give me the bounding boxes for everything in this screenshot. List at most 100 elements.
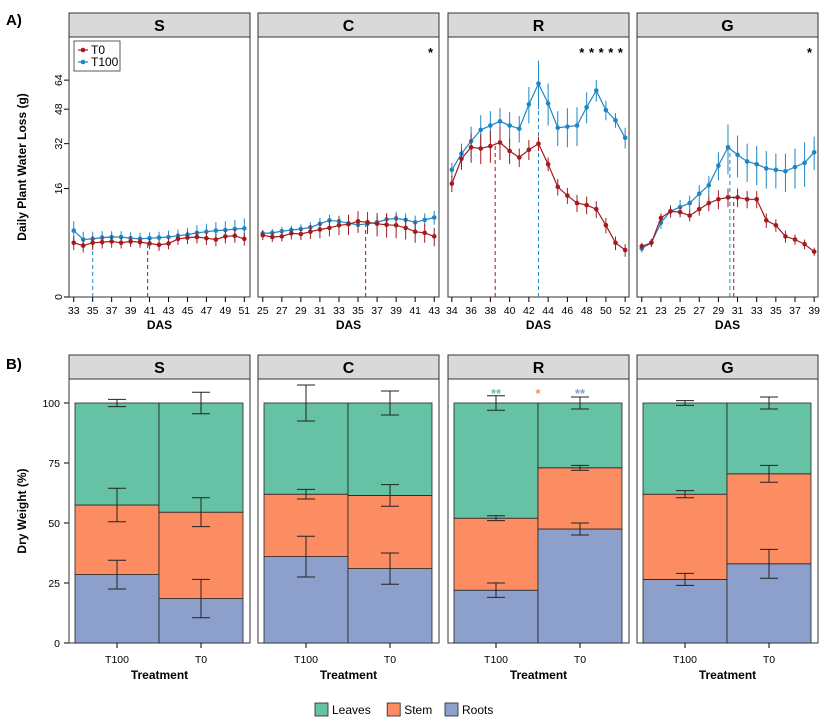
legend-swatch-stem [386, 702, 401, 717]
x-tick-label: 38 [485, 305, 497, 317]
data-point [526, 147, 532, 153]
x-tick-label: 48 [581, 305, 593, 317]
data-point [545, 161, 551, 167]
x-tick-label: 27 [693, 305, 705, 317]
legend-label-t0: T0 [91, 43, 105, 57]
x-tick-label: 36 [465, 305, 477, 317]
data-point [639, 243, 645, 249]
y-tick-label: 75 [48, 458, 60, 470]
data-point [488, 143, 493, 149]
x-tick-label: 33 [68, 305, 80, 317]
data-point [716, 196, 721, 202]
data-point [783, 169, 788, 174]
data-point [574, 123, 580, 128]
data-point [279, 228, 285, 234]
data-point [687, 213, 692, 218]
x-tick-label: T100 [294, 654, 318, 666]
series-t0 [449, 126, 628, 257]
data-point [802, 160, 807, 166]
data-point [488, 123, 493, 128]
x-tick-label: T0 [574, 654, 586, 666]
data-point [260, 232, 266, 238]
line-panel-c: C 25 27 29 31 33 35 37 39 41 43 DAS * [257, 12, 440, 332]
bar-segment-leaves [642, 402, 728, 495]
strip-title: S [154, 18, 165, 35]
legend-swatch-leaves [314, 702, 329, 717]
strip [68, 354, 251, 380]
legend-point [80, 59, 86, 65]
panel-b-label: B) [6, 356, 22, 373]
data-point [811, 249, 817, 254]
line-panel-g: G 21 23 25 27 29 31 33 35 37 39 DAS * [636, 12, 820, 332]
data-point [574, 200, 580, 206]
data-point [118, 240, 124, 246]
strip-title: R [533, 18, 545, 35]
x-tick-label: 49 [220, 305, 232, 317]
data-point [516, 126, 522, 132]
data-point [622, 135, 628, 141]
data-point [166, 234, 171, 240]
x-tick-label: 35 [770, 305, 782, 317]
data-point [412, 229, 418, 235]
strip [257, 12, 440, 38]
data-point [622, 247, 628, 253]
data-point [384, 222, 389, 228]
data-point [536, 141, 541, 146]
data-point [269, 234, 275, 240]
data-point [204, 229, 209, 235]
data-point [497, 140, 503, 145]
data-point [613, 117, 618, 123]
x-tick-label: 27 [276, 305, 288, 317]
data-point [792, 237, 798, 242]
data-point [90, 240, 95, 246]
strip-title: C [343, 360, 355, 377]
strip-title: R [533, 360, 545, 377]
x-tick-label: 46 [562, 305, 574, 317]
bar-segment-stem [642, 493, 728, 580]
y-tick-label: 25 [48, 578, 60, 590]
data-point [603, 222, 609, 228]
data-point [744, 196, 750, 202]
data-point [507, 148, 512, 154]
data-point [613, 240, 618, 246]
y-tick-label: 48 [53, 103, 65, 115]
data-point [658, 215, 664, 221]
x-tick-label: T100 [105, 654, 129, 666]
data-point [516, 155, 522, 160]
strip [68, 12, 251, 38]
x-axis-title: Treatment [320, 668, 377, 682]
legend-label-roots: Roots [462, 703, 493, 717]
data-point [232, 233, 238, 239]
data-point [242, 236, 247, 242]
data-point [555, 125, 561, 131]
data-point [735, 152, 740, 158]
data-point [156, 235, 162, 240]
data-point [204, 235, 209, 241]
data-point [555, 184, 561, 190]
bar-segment-leaves [537, 402, 623, 469]
data-point [716, 163, 721, 168]
data-point [725, 195, 731, 200]
data-point [185, 235, 190, 240]
line-panel-r: R 34 36 38 40 42 44 46 48 50 52 DAS * * * * * [446, 12, 631, 332]
data-point [156, 242, 162, 248]
data-point [545, 101, 551, 106]
bar-segment-leaves [726, 402, 812, 475]
x-axis-title: DAS [526, 318, 551, 332]
x-tick-label: 39 [808, 305, 820, 317]
y-tick-label: 0 [53, 294, 65, 300]
data-point [365, 219, 370, 225]
data-point [687, 200, 692, 206]
x-axis-title: Treatment [510, 668, 567, 682]
significance-stars-stem: * [535, 386, 541, 401]
data-point [696, 206, 702, 212]
data-point [431, 215, 437, 220]
data-point [422, 230, 428, 236]
x-tick-label: 43 [163, 305, 175, 317]
data-point [422, 217, 428, 223]
data-point [346, 221, 351, 227]
significance-stars-roots: ** [575, 386, 586, 401]
bar-legend: Leaves Stem Roots [314, 702, 493, 717]
x-tick-label: T0 [763, 654, 775, 666]
